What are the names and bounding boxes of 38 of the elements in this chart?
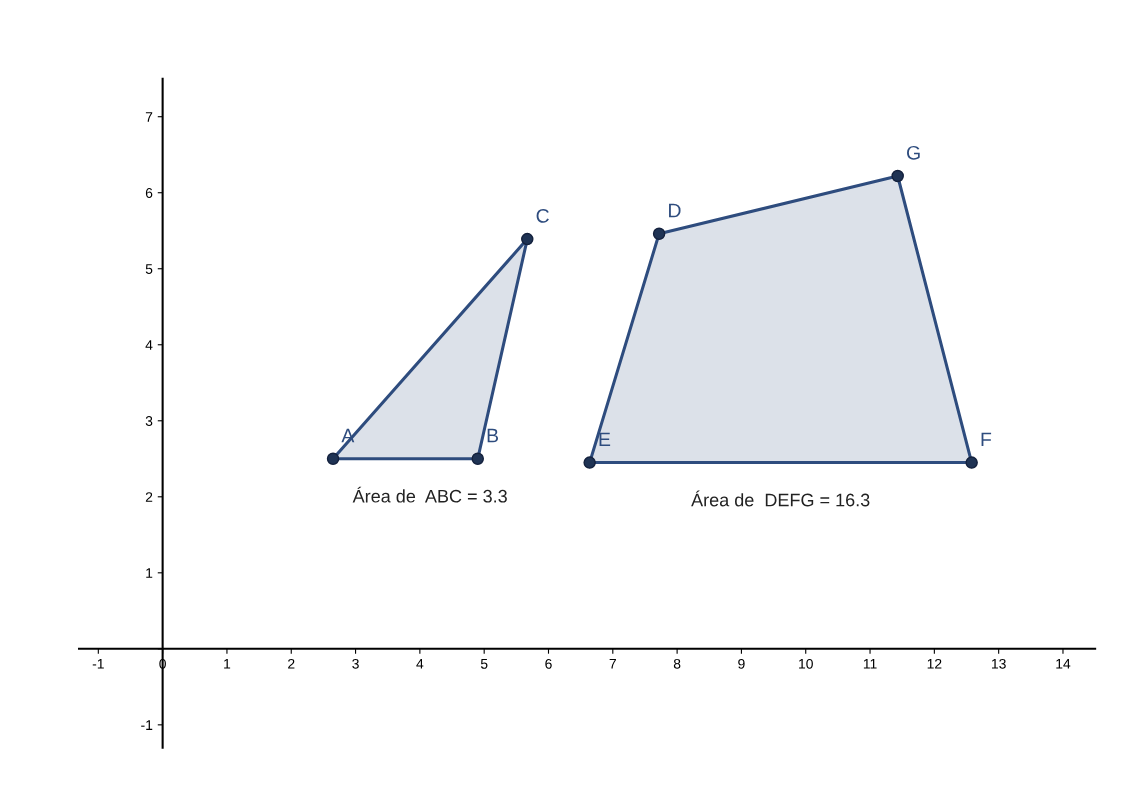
x-tick-label: 6 bbox=[545, 658, 552, 669]
x-tick-label: 5 bbox=[480, 659, 488, 669]
y-tick-label: 3 bbox=[145, 416, 153, 426]
y-tick-label: -1 bbox=[141, 720, 153, 730]
x-tick-label: 4 bbox=[416, 659, 424, 669]
x-tick-label: 7 bbox=[609, 659, 616, 669]
x-tick-label: 8 bbox=[673, 658, 681, 669]
x-tick-label: 2 bbox=[288, 658, 295, 669]
y-tick-label: 1 bbox=[146, 568, 153, 578]
point bbox=[891, 169, 904, 183]
y-tick-label: 4 bbox=[145, 340, 153, 350]
annotation: Área de ABC = 3.3 bbox=[352, 486, 507, 503]
point bbox=[583, 456, 596, 469]
x-tick-label: -1 bbox=[92, 659, 104, 669]
annotation: C bbox=[536, 208, 549, 223]
annotation: B bbox=[487, 428, 499, 443]
x-tick-label: 12 bbox=[927, 658, 942, 669]
x-tick-label: 1 bbox=[224, 659, 231, 669]
x-tick-label: 3 bbox=[352, 658, 359, 669]
x-tick-label: 10 bbox=[799, 658, 813, 669]
point bbox=[471, 452, 485, 466]
y-tick-label: 5 bbox=[145, 264, 153, 274]
annotation: Área de DEFG = 16.3 bbox=[691, 490, 870, 507]
y-tick-label: 7 bbox=[145, 112, 153, 122]
point bbox=[326, 452, 340, 466]
annotation: D bbox=[669, 203, 681, 218]
x-tick-label: 14 bbox=[1056, 659, 1071, 669]
y-tick-label: 2 bbox=[145, 492, 153, 502]
point bbox=[652, 227, 666, 241]
x-tick-label: 11 bbox=[863, 659, 877, 669]
annotation: G bbox=[907, 145, 920, 160]
x-tick-label: 9 bbox=[738, 658, 745, 669]
annotation: F bbox=[981, 432, 992, 447]
annotation: E bbox=[599, 432, 611, 447]
y-tick-label: 6 bbox=[145, 188, 153, 198]
x-tick-label: 13 bbox=[992, 658, 1006, 669]
point bbox=[521, 232, 534, 246]
point bbox=[965, 456, 978, 469]
